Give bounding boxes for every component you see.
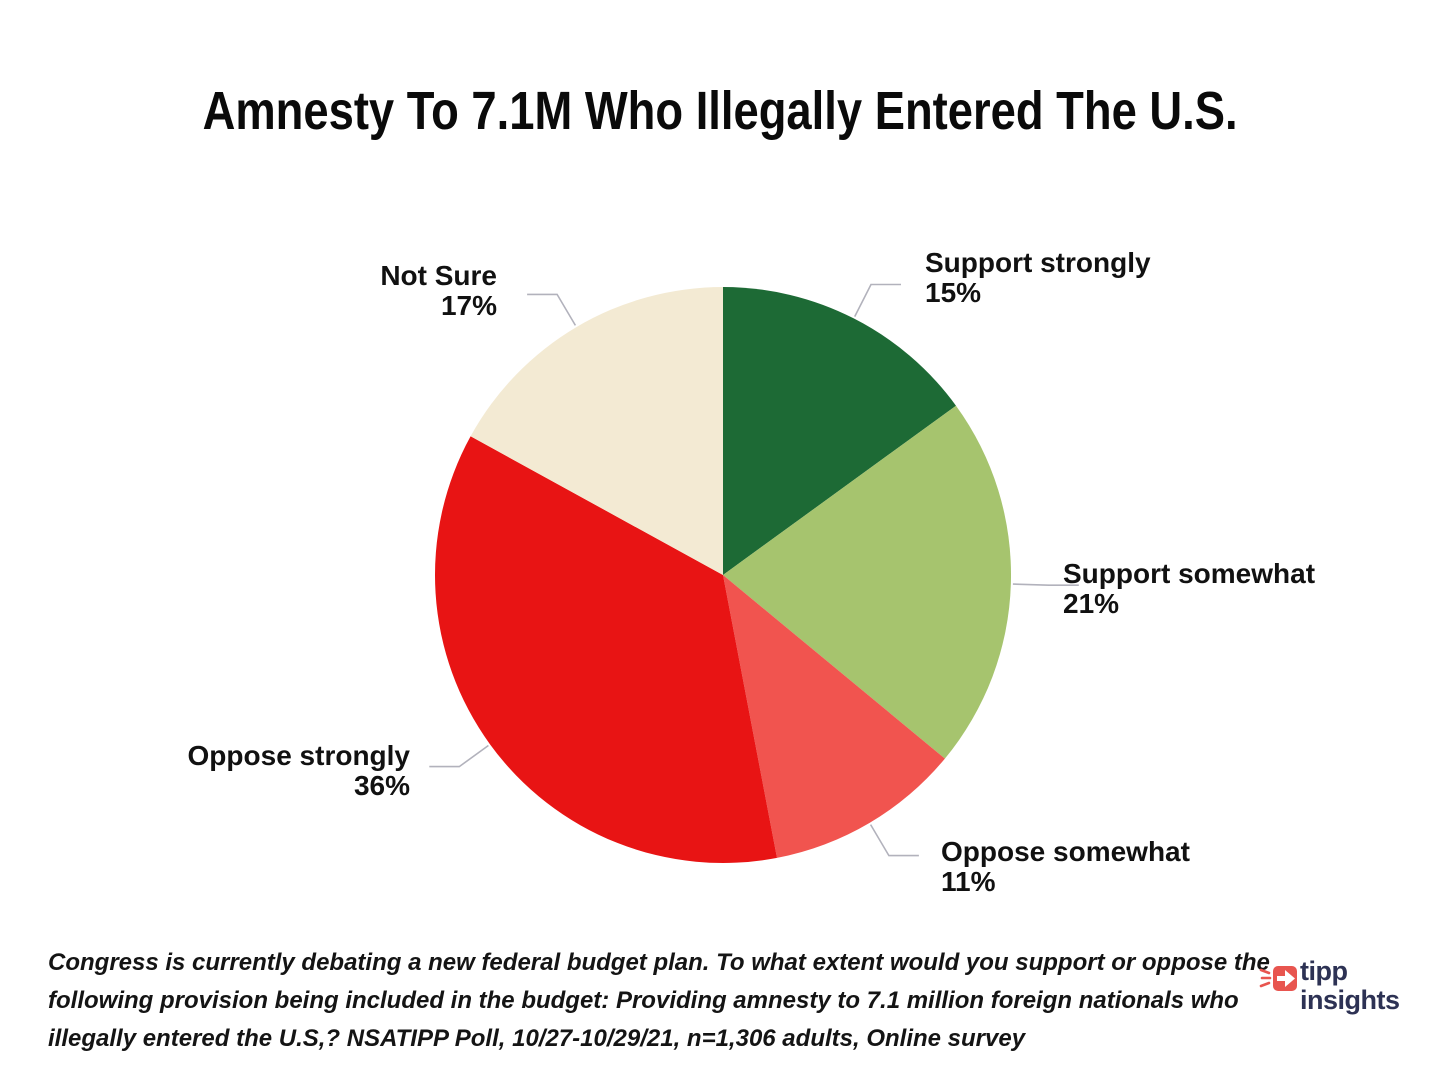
pie-label-not-sure: Not Sure 17%: [380, 261, 497, 321]
pie-slice-not-sure: [470, 287, 723, 575]
pie-slice-oppose-somewhat: [723, 575, 945, 858]
title-row: Amnesty To 7.1M Who Illegally Entered Th…: [0, 80, 1440, 142]
slice-percent: 21%: [1063, 588, 1120, 619]
pie-slice-support-somewhat: [723, 405, 1012, 759]
slice-label: Support strongly: [925, 247, 1151, 278]
leader-line-oppose-somewhat: [869, 824, 919, 857]
slice-label: Oppose somewhat: [941, 836, 1190, 867]
leader-line-not-sure: [527, 293, 577, 326]
slice-label: Oppose strongly: [187, 740, 410, 771]
chart-title: Amnesty To 7.1M Who Illegally Entered Th…: [202, 81, 1238, 141]
pie-label-support-strongly: Support strongly 15%: [925, 248, 1151, 308]
leader-line-support-strongly: [853, 283, 901, 317]
pie-label-support-somewhat: Support somewhat 21%: [1063, 559, 1315, 619]
slice-percent: 15%: [925, 277, 982, 308]
leader-line-oppose-strongly: [429, 744, 489, 768]
slice-percent: 11%: [941, 866, 996, 897]
slice-label: Support somewhat: [1063, 558, 1316, 589]
tipp-insights-logo-icon: [1259, 966, 1297, 991]
slice-percent: 17%: [440, 290, 497, 321]
logo-line-tipp: tipp: [1300, 956, 1348, 986]
logo-wordmark: tipp insights: [1300, 957, 1400, 1015]
leader-line-support-somewhat: [1012, 583, 1079, 587]
logo-line-insights: insights: [1300, 985, 1400, 1015]
pie-slice-support-strongly: [723, 287, 956, 575]
pie-label-oppose-somewhat: Oppose somewhat 11%: [941, 837, 1190, 897]
survey-question-note: Congress is currently debating a new fed…: [48, 949, 1270, 1052]
pie-slice-oppose-strongly: [434, 436, 777, 864]
slice-percent: 36%: [353, 770, 410, 801]
pie-label-oppose-strongly: Oppose strongly 36%: [188, 741, 410, 801]
slice-label: Not Sure: [380, 260, 497, 291]
tipp-insights-logo: tipp insights: [1258, 957, 1434, 1029]
